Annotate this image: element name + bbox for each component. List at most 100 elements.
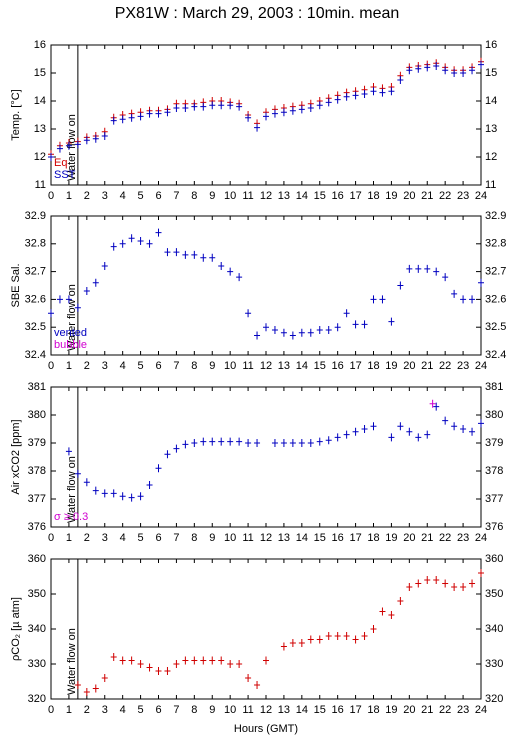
data-point [298,328,305,337]
data-point [307,104,314,112]
y-tick-label: 377 [28,493,46,505]
x-tick-label: 15 [314,532,326,544]
data-point [271,439,278,447]
data-point [406,264,413,273]
data-point [424,576,431,584]
data-point [164,108,171,117]
x-tick-label: 2 [84,704,90,716]
data-point [478,569,484,577]
data-point [83,478,90,487]
data-point [280,328,287,337]
x-tick-label: 9 [209,532,215,544]
y-tick-label: 32.6 [485,293,506,305]
data-point [460,69,467,77]
y-tick-label: 32.8 [25,238,46,250]
data-point [245,113,252,122]
x-tick-label: 16 [332,190,344,202]
y-tick-label: 379 [485,437,503,449]
data-point [370,422,377,431]
data-point [48,153,54,161]
data-point [388,87,395,96]
y-tick-label: 360 [28,553,46,565]
data-point [370,295,377,304]
data-point [119,656,126,665]
x-tick-label: 20 [403,704,415,716]
data-point [119,239,126,248]
data-point [155,667,162,675]
data-point [146,663,153,672]
y-axis-label: ρCO₂ [µ atm] [10,597,22,661]
x-tick-label: 17 [349,704,361,716]
data-point [236,660,243,668]
x-tick-label: 19 [385,532,397,544]
x-tick-label: 22 [439,360,451,372]
y-tick-label: 320 [485,693,503,705]
data-point [433,62,440,70]
x-tick-label: 7 [173,532,179,544]
data-point [74,469,81,478]
data-point [146,481,153,489]
y-tick-label: 380 [485,409,503,421]
x-tick-label: 1 [66,360,72,372]
data-point [289,106,296,115]
x-tick-label: 6 [155,532,161,544]
data-point [56,144,63,153]
data-point [101,132,108,140]
y-tick-label: 32.9 [485,210,506,222]
y-tick-label: 32.5 [485,321,506,333]
data-point [478,278,484,287]
data-point [263,112,269,121]
x-tick-label: 18 [367,532,379,544]
y-tick-label: 376 [28,521,46,533]
data-point [271,109,278,118]
data-point [460,425,467,433]
data-point [433,267,440,276]
x-tick-label: 18 [367,704,379,716]
x-tick-label: 3 [102,704,108,716]
data-point [442,579,449,588]
data-point [289,331,296,340]
x-tick-label: 4 [120,190,126,202]
data-point [128,493,135,502]
x-tick-label: 14 [296,532,308,544]
x-tick-label: 9 [209,704,215,716]
data-point [146,239,153,248]
data-point [370,87,377,96]
data-point [164,667,171,675]
data-point [254,681,261,689]
x-tick-label: 24 [475,190,487,202]
data-point [451,583,458,591]
data-point [316,635,323,644]
x-tick-label: 14 [296,360,308,372]
data-point [254,123,261,132]
data-point [254,331,261,340]
data-point [433,576,440,584]
y-tick-label: 16 [485,39,497,51]
data-point [442,416,449,425]
data-point [83,287,90,296]
data-point [227,267,234,276]
x-tick-label: 12 [260,360,272,372]
y-tick-label: 32.4 [485,349,506,361]
data-point [227,437,234,446]
x-tick-label: 0 [48,190,54,202]
data-point [164,248,171,257]
x-tick-label: 7 [173,190,179,202]
data-point [227,660,234,668]
x-tick-label: 23 [457,704,469,716]
y-tick-label: 340 [485,623,503,635]
data-point [236,273,243,282]
data-point [182,440,189,449]
legend-entry: Eq [54,157,67,169]
data-point [388,433,395,442]
y-tick-label: 350 [28,588,46,600]
y-tick-label: 379 [28,437,46,449]
data-point [245,439,252,447]
data-point [209,437,216,446]
y-tick-label: 376 [485,521,503,533]
data-point [361,425,368,433]
data-point [191,250,198,259]
data-point [137,660,144,668]
data-point [128,113,135,122]
